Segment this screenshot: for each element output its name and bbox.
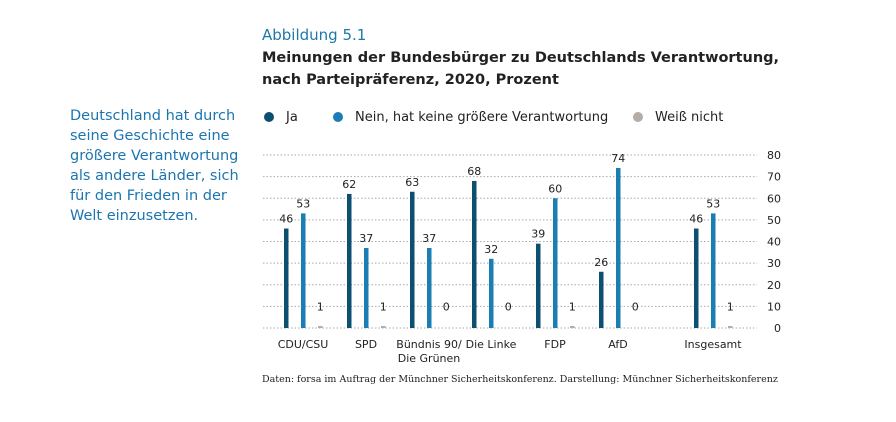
x-axis-labels: CDU/CSU SPD Bündnis 90/Die Grünen Die Linke… — [278, 338, 743, 365]
bar-weiss-nicht — [381, 326, 386, 328]
chart-title-line-2: nach Parteipräferenz, 2020, Prozent — [262, 72, 559, 88]
bar-ja — [536, 243, 541, 328]
y-tick-label: 50 — [767, 214, 781, 227]
data-label-ja: 26 — [594, 256, 608, 269]
bar-ja — [694, 228, 699, 328]
legend-swatch-ja — [264, 112, 274, 122]
survey-question: Deutschland hat durch seine Geschichte e… — [70, 108, 239, 224]
data-label-weiss-nicht: 1 — [317, 300, 324, 313]
source-note: Daten: forsa im Auftrag der Münchner Sic… — [262, 374, 778, 385]
legend-swatch-nein — [333, 112, 343, 122]
data-label-ja: 62 — [342, 178, 356, 191]
data-label-nein: 32 — [484, 243, 498, 256]
data-label-nein: 53 — [296, 197, 310, 210]
bar-weiss-nicht — [318, 326, 323, 328]
x-axis-label: CDU/CSU — [278, 338, 329, 351]
legend-item-nein: Nein, hat keine größere Verantwortung — [333, 110, 633, 125]
x-axis-label: AfD — [608, 338, 627, 351]
y-tick-label: 80 — [767, 149, 781, 162]
bar-nein — [711, 213, 716, 328]
data-label-ja: 68 — [467, 165, 481, 178]
y-tick-label: 70 — [767, 171, 781, 184]
x-axis-label: Die Linke — [466, 338, 517, 351]
data-label-nein: 74 — [611, 152, 625, 165]
data-label-ja: 46 — [689, 213, 703, 226]
legend-label-nein: Nein, hat keine größere Verantwortung — [355, 109, 609, 125]
data-label-ja: 63 — [405, 176, 419, 189]
bar-nein — [489, 258, 494, 328]
bar-nein — [364, 247, 369, 328]
bar-ja — [284, 228, 289, 328]
data-label-nein: 60 — [548, 182, 562, 195]
bar-weiss-nicht — [570, 326, 575, 328]
legend-item-ja: Ja — [264, 110, 333, 125]
bar-nein — [301, 213, 306, 328]
x-axis-label: Die Grünen — [398, 352, 461, 365]
legend-label-weiss-nicht: Weiß nicht — [655, 109, 724, 125]
bar-ja — [472, 180, 477, 328]
x-axis-label: Bündnis 90/ — [396, 338, 462, 351]
figure-label: Abbildung 5.1 — [262, 26, 367, 44]
x-axis-label: SPD — [355, 338, 377, 351]
data-label-ja: 39 — [531, 228, 545, 241]
bar-ja — [410, 191, 415, 328]
data-label-weiss-nicht: 0 — [505, 300, 512, 313]
bar-nein — [616, 167, 621, 328]
x-axis-label: Insgesamt — [684, 338, 742, 351]
y-tick-label: 0 — [774, 322, 781, 335]
data-label-nein: 53 — [706, 197, 720, 210]
bar-weiss-nicht — [728, 326, 733, 328]
y-tick-label: 20 — [767, 279, 781, 292]
data-label-weiss-nicht: 0 — [632, 300, 639, 313]
bar-nein — [553, 198, 558, 328]
data-label-nein: 37 — [422, 232, 436, 245]
bar-ja — [347, 193, 352, 328]
y-tick-label: 30 — [767, 257, 781, 270]
chart-title-line-1: Meinungen der Bundesbürger zu Deutschlan… — [262, 50, 780, 66]
bar-ja — [599, 271, 604, 328]
data-label-weiss-nicht: 1 — [380, 300, 387, 313]
data-label-weiss-nicht: 1 — [569, 300, 576, 313]
data-label-weiss-nicht: 0 — [443, 300, 450, 313]
data-label-ja: 46 — [279, 213, 293, 226]
y-axis-ticks: 0 10 20 30 40 50 60 70 80 — [767, 149, 781, 335]
bars — [284, 167, 733, 328]
data-label-nein: 37 — [359, 232, 373, 245]
x-axis-label: FDP — [544, 338, 566, 351]
legend-swatch-weiss-nicht — [633, 112, 643, 122]
chart-title: Meinungen der Bundesbürger zu Deutschlan… — [262, 47, 782, 91]
bar-nein — [427, 247, 432, 328]
data-label-weiss-nicht: 1 — [727, 300, 734, 313]
legend: Ja Nein, hat keine größere Verantwortung… — [264, 108, 723, 126]
y-tick-label: 40 — [767, 236, 781, 249]
legend-label-ja: Ja — [286, 109, 298, 125]
y-tick-label: 10 — [767, 300, 781, 313]
legend-item-weiss-nicht: Weiß nicht — [633, 110, 723, 125]
y-tick-label: 60 — [767, 192, 781, 205]
